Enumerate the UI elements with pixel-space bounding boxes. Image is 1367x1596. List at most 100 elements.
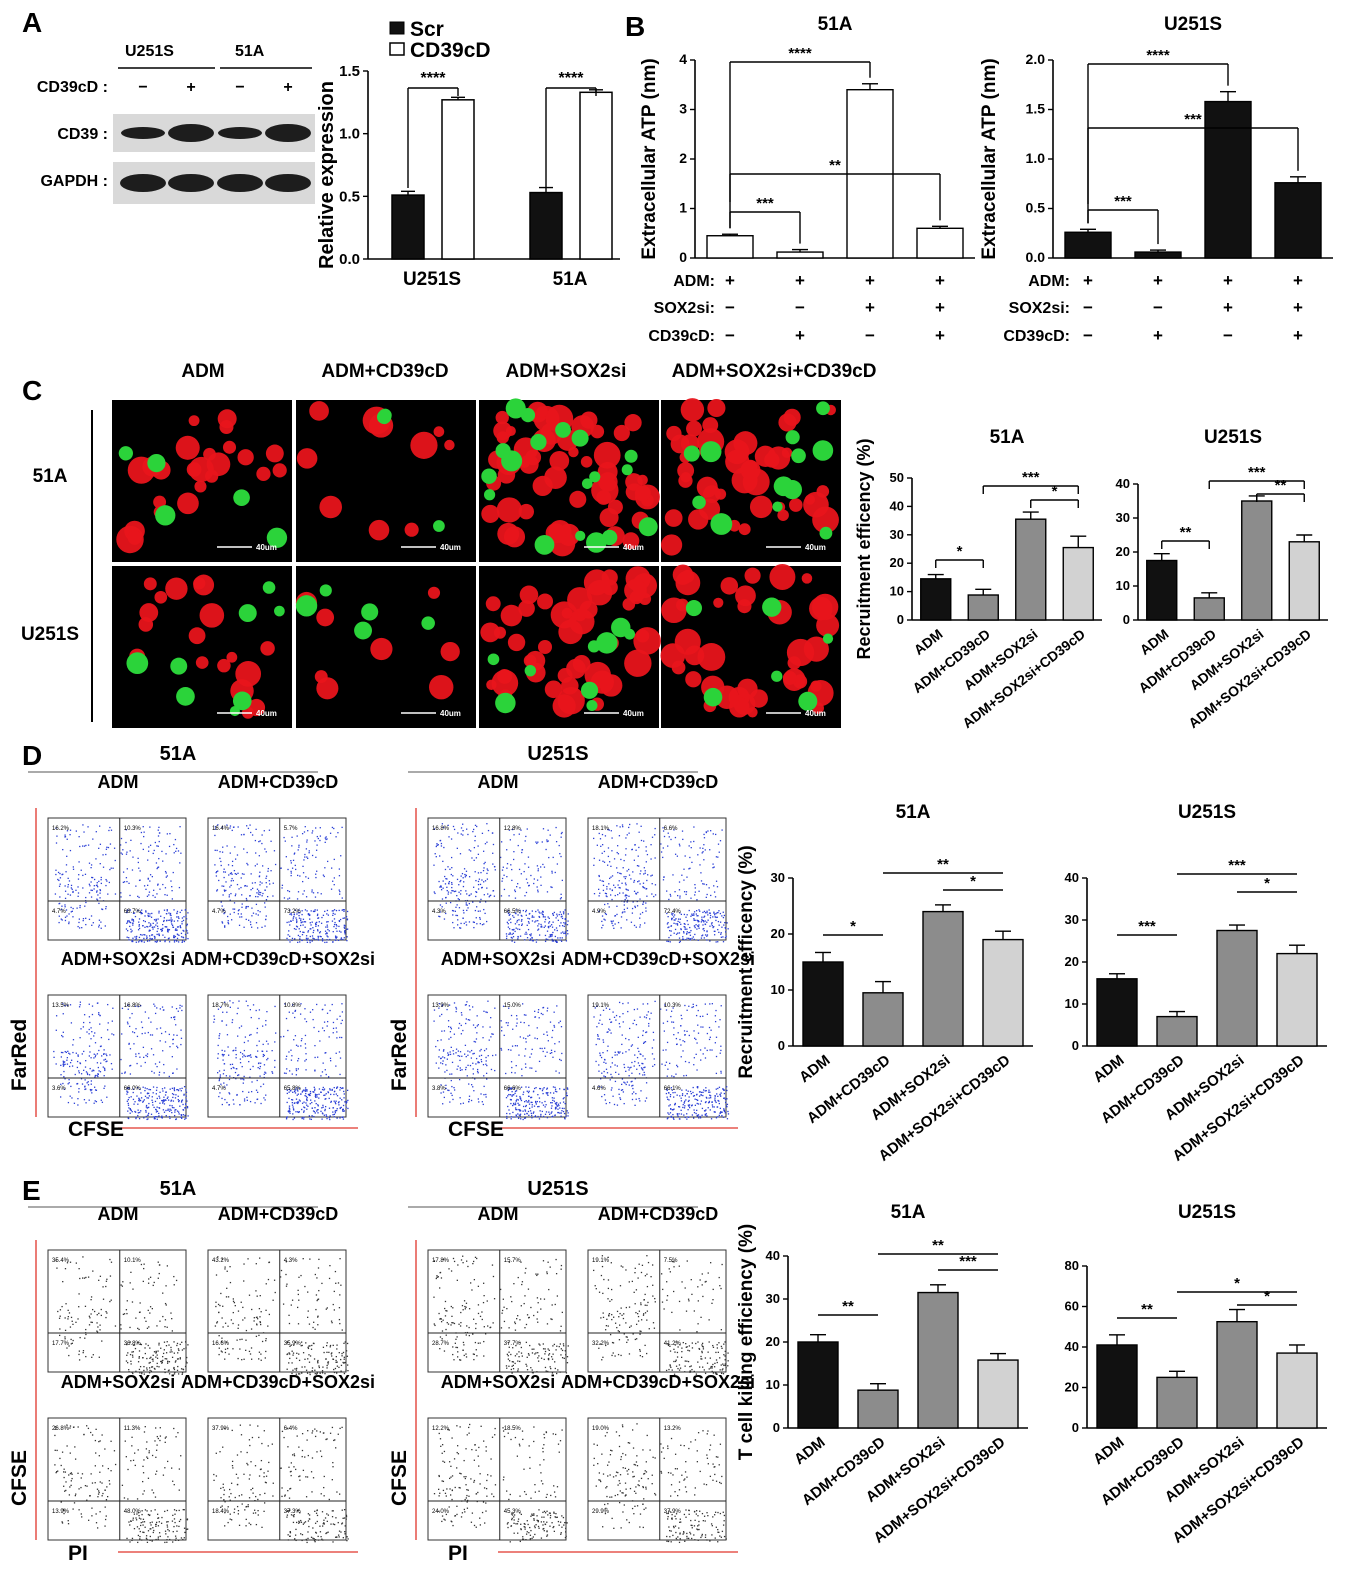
flow-event [264,889,266,891]
flow-event [327,914,330,916]
flow-event [727,1110,729,1113]
flow-event [715,1101,717,1104]
flow-event [548,856,550,859]
flow-plot-frame [47,817,187,941]
flow-event [139,933,142,936]
flow-event [179,911,181,914]
flow-event [334,935,337,937]
flow-event [128,937,130,939]
flow-event [446,1058,448,1060]
flow-event [173,920,175,922]
flow-event [713,891,716,893]
flow-event [537,1011,539,1013]
flow-event [146,1367,148,1369]
flow-event [131,919,133,921]
flow-event [122,871,125,873]
flow-event [546,1051,548,1053]
flow-event [669,1094,672,1096]
flow-event [606,1031,608,1033]
flow-event [644,1074,646,1076]
quadrant-percent: 16.2% [52,826,70,832]
flow-event [128,1096,130,1099]
flow-event [184,909,186,911]
red-cell [607,499,623,515]
flow-event [127,1091,129,1093]
flow-event [603,861,606,863]
flow-event [239,1051,242,1054]
flow-event [250,1033,252,1036]
flow-event [319,931,322,933]
flow-event [518,1054,520,1056]
flow-event [64,1063,66,1065]
flow-event [333,1086,335,1089]
flow-event [707,919,709,921]
flow-event [451,1094,453,1097]
flow-event [675,1043,678,1046]
flow-event [173,1089,176,1092]
flow-event [508,895,510,897]
flow-event [549,1092,552,1094]
flow-event [645,861,647,863]
flow-event [638,846,640,849]
microscopy-image: 40um [112,566,292,728]
flow-event [258,1017,260,1020]
flow-event [701,935,703,937]
flow-event [509,1098,512,1101]
flow-event [537,870,539,872]
flow-event [148,935,151,937]
flow-event [453,1033,456,1035]
flow-event [609,1066,612,1068]
flow-event [543,1087,545,1089]
flow-event [154,841,157,844]
flow-event [130,1109,132,1111]
flow-event [686,1009,688,1011]
flow-event [299,912,301,914]
flow-event [517,935,519,938]
flow-event [169,919,171,921]
flow-event [142,1046,145,1049]
flow-event [85,1102,87,1104]
flow-event [92,922,94,924]
flow-event [333,1100,335,1102]
flow-event [310,1118,313,1121]
flow-event [288,1070,291,1072]
flow-event [222,1055,224,1057]
flow-event [530,874,532,877]
flow-event [66,855,68,857]
flow-event [627,1002,629,1004]
flow-event [147,912,149,915]
flow-event [217,1057,219,1059]
flow-event [556,863,559,865]
flow-event [245,906,247,908]
flow-event [166,894,168,896]
flow-event [459,927,462,929]
flow-event [138,1052,140,1055]
flow-event [179,862,181,864]
green-cell [487,653,500,666]
flow-event [132,922,134,924]
flow-event [441,1013,443,1016]
flow-event [716,886,719,888]
flow-event [110,867,112,869]
flow-event [129,1064,132,1067]
flow-event [631,912,634,914]
flow-event [86,1073,89,1076]
flow-event [142,920,145,922]
flow-event [667,926,669,929]
flow-event [335,836,337,838]
flow-event [98,1070,100,1072]
green-cell [555,422,571,438]
flow-event [266,1011,268,1013]
red-cell [680,398,705,422]
flow-event [302,893,304,895]
flow-event [173,1366,175,1369]
flow-event [57,878,59,881]
chart-title: U251S [1164,14,1222,35]
flow-group-title: U251S [527,743,588,765]
flow-event [340,855,342,857]
flow-event [695,1094,698,1096]
flow-event [308,914,311,916]
y-tick-label: 30 [1116,510,1130,525]
flow-event [261,1050,264,1053]
flow-event [186,1107,189,1109]
